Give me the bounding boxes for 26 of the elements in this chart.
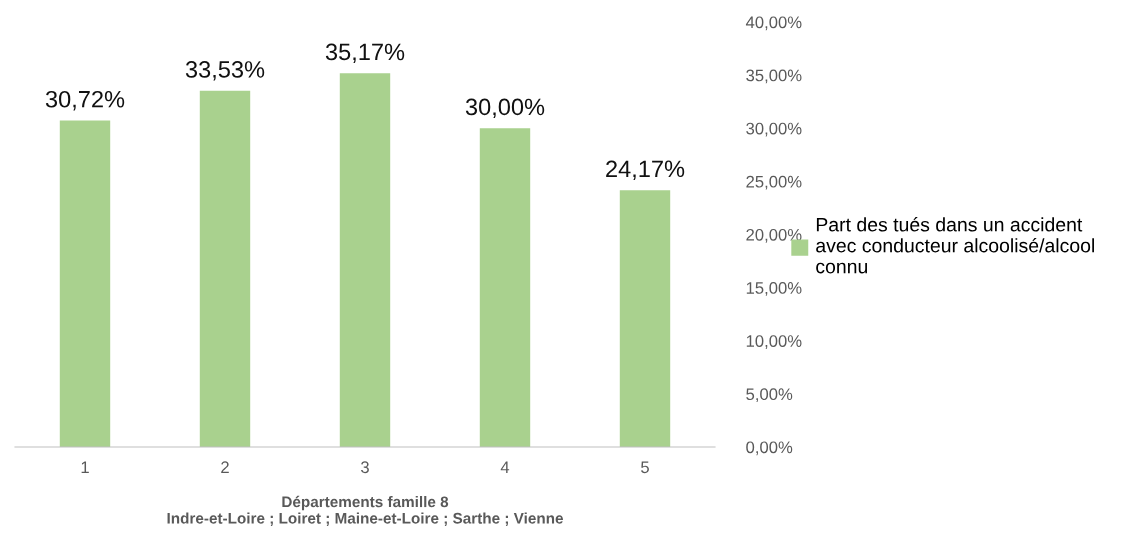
data-label: 33,53% (185, 61, 265, 81)
bar (339, 73, 391, 447)
data-label: 35,17% (325, 43, 405, 64)
data-label: 30,72% (45, 90, 125, 111)
y-tick-label: 35,00% (746, 69, 802, 84)
y-tick-label: 30,00% (746, 122, 802, 137)
y-tick-label: 0,00% (746, 441, 793, 456)
y-tick-label: 20,00% (746, 228, 802, 243)
x-tick-label: 2 (221, 461, 229, 473)
x-tick-label: 5 (641, 461, 649, 474)
data-label: 30,00% (465, 98, 545, 119)
bar (199, 90, 251, 447)
y-tick-label: 40,00% (745, 16, 802, 31)
y-tick-label: 15,00% (746, 282, 802, 296)
x-tick-label: 4 (500, 461, 510, 473)
bar (619, 190, 671, 447)
bar (59, 120, 111, 447)
data-label: 24,17% (606, 160, 685, 180)
legend-label: Part des tués dans un accident avec conducteur alcoolisé/alcool connu (816, 217, 1094, 274)
bar (479, 128, 531, 447)
x-tick-label: 1 (81, 461, 89, 473)
x-axis-title: Départements famille 8 Indre-et-Loire ; Loiret ; Maine-et-Loire ; Sarthe ; Vienne (167, 495, 563, 526)
y-tick-label: 25,00% (746, 175, 802, 190)
y-tick-label: 5,00% (746, 388, 793, 403)
x-tick-label: 3 (361, 461, 369, 474)
y-tick-label: 10,00% (746, 335, 802, 349)
